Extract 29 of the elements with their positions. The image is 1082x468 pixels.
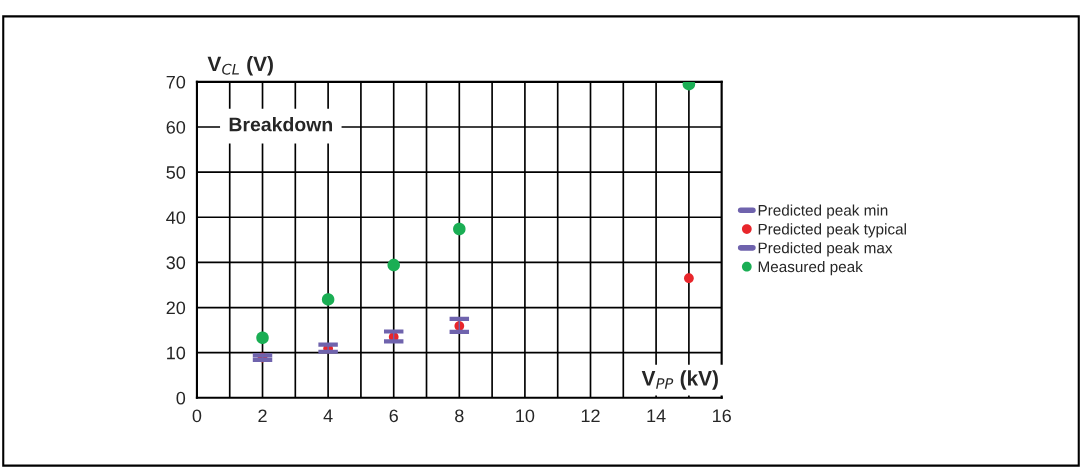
- y-tick-label: 10: [167, 346, 186, 360]
- x-tick-label: 12: [581, 409, 600, 422]
- legend-label: Predicted peak min: [758, 204, 888, 219]
- y-axis-title: V$_{CL}$ (V): [207, 56, 273, 76]
- x-tick-label: 6: [389, 409, 398, 423]
- x-tick-label: 4: [323, 409, 333, 422]
- point: [256, 331, 269, 345]
- point: [321, 293, 335, 306]
- point: [684, 273, 694, 284]
- point: [453, 222, 466, 236]
- y-tick-label: 20: [166, 301, 186, 315]
- legend-label: Predicted peak typical: [758, 223, 906, 238]
- x-tick-label: 14: [647, 409, 666, 422]
- x-tick-label: 0: [192, 409, 202, 423]
- x-tick-label: 8: [455, 409, 464, 423]
- legend-label: Measured peak: [758, 260, 863, 276]
- x-axis-title: V$_{PP}$ (kV): [641, 370, 718, 390]
- x-tick-label: 10: [516, 409, 535, 423]
- y-tick-label: 40: [166, 211, 186, 225]
- y-tick-label: 0: [176, 391, 186, 405]
- annotation: Breakdown: [229, 117, 333, 132]
- y-tick-label: 50: [166, 166, 186, 179]
- y-tick-label: 30: [166, 256, 186, 270]
- x-tick-label: 2: [258, 409, 267, 422]
- y-tick-label: 60: [166, 120, 186, 134]
- point: [387, 258, 400, 272]
- y-tick-label: 70: [166, 75, 186, 89]
- legend-label: Predicted peak max: [758, 242, 893, 257]
- x-tick-label: 16: [713, 409, 731, 423]
